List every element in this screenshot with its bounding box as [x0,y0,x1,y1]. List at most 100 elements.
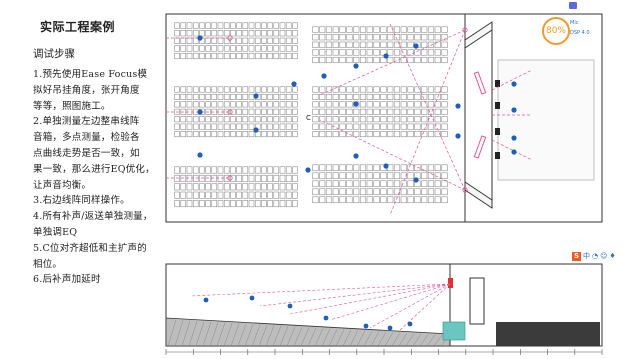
seat [267,166,273,174]
seat [414,196,421,204]
center-position-label: C [306,114,311,122]
seat [387,56,394,64]
toolbar-skin-icon[interactable]: ♦ [609,252,616,260]
seat [366,101,373,108]
seat [325,49,333,56]
seat [325,131,333,138]
section-dot [323,315,329,321]
floor-plan-area: C 80% Mic DSP 4.0 S 中 ◔ ☺ ♦ [160,0,630,359]
seat [174,45,180,52]
seat [421,172,428,180]
seat [339,49,346,56]
seat [199,116,205,123]
seat [242,116,249,123]
seat [199,52,205,60]
seat [261,183,267,191]
seat [248,45,255,52]
seat [273,45,280,52]
seat [441,196,448,204]
seat [236,191,242,199]
seat [186,45,193,52]
seat [319,41,326,48]
seat [400,196,407,204]
stage-speakers [495,80,500,159]
seat [217,52,224,60]
seat [387,180,394,188]
dimension-ticks [165,349,603,355]
seat [400,93,407,100]
seat [261,93,267,100]
seat [346,86,353,93]
seat [325,188,333,196]
seat [261,174,267,182]
seat [180,108,187,115]
measurement-dot [511,107,517,113]
seat [230,166,236,174]
step-line: 3.右边线阵同样操作。 [33,195,130,207]
seat [199,101,205,108]
seat [380,123,387,130]
seat [441,180,448,188]
seat [441,34,448,41]
seat [254,37,261,44]
seat [199,174,205,182]
toolbar-moon-icon[interactable]: ◔ [592,252,599,260]
seat [174,166,180,174]
seat [366,49,373,56]
seat [393,56,401,64]
hatch-line [335,329,345,347]
seat [217,191,224,199]
seat [180,123,187,130]
toolbar-logo-icon[interactable]: S [572,251,581,261]
seat [285,52,292,60]
hatch-line [167,319,177,347]
seat [373,131,380,138]
seat [346,196,353,204]
seat [211,30,218,37]
seat [346,49,353,56]
seat [332,86,339,93]
seat [205,123,211,130]
seat [192,30,199,37]
toolbar-chinese-button[interactable]: 中 [583,252,590,260]
seat [332,164,339,172]
hatch-line [328,329,338,347]
seat [434,108,441,115]
seat [192,93,199,100]
seat [400,172,407,180]
toolbar-emoji-icon[interactable]: ☺ [600,252,608,260]
seat [427,93,435,100]
seat [400,26,407,33]
zoom-level-badge[interactable]: 80% [542,17,570,45]
seat [223,166,230,174]
seat [353,196,360,204]
seat [353,172,360,180]
seat [199,131,205,138]
seat [332,180,339,188]
seat [380,116,387,123]
seat [325,123,333,130]
measurement-dot [197,35,203,41]
seat [242,123,249,130]
seat [174,200,180,208]
seat [279,93,286,100]
seat [353,116,360,123]
seat [366,172,373,180]
seat [261,45,267,52]
seat [339,41,346,48]
seat [248,101,255,108]
guide-node [462,27,468,33]
seat [292,183,298,191]
seat [393,108,401,115]
guide-line [389,23,466,191]
seat [186,37,193,44]
seat [236,86,242,93]
step-line: 让声音均衡。 [33,179,92,191]
step-line: 单独调EQ [33,226,78,238]
step-line: 5.C位对齐超低和主扩声的 [33,242,147,254]
seat [393,164,401,172]
seat [359,188,367,196]
seat [192,116,199,123]
seat [248,174,255,182]
seat [242,191,249,199]
